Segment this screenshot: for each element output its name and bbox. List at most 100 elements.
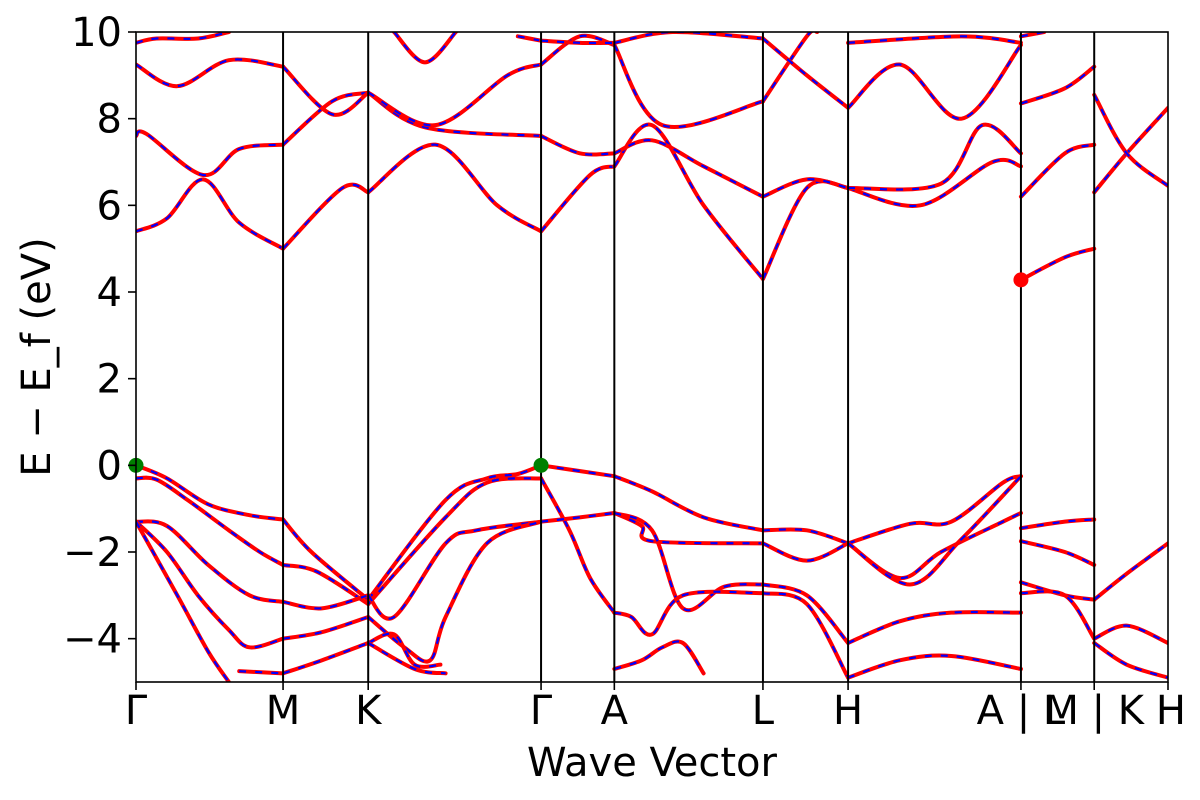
band-line-dashed [540,39,615,45]
band-line-dashed [282,183,369,250]
band-line-dashed [1020,590,1096,640]
band-line [1092,641,1168,680]
y-tick-label: 10 [71,10,122,56]
band-line-dashed [540,165,615,233]
band-line-dashed [367,477,542,605]
band-line-dashed [762,542,849,562]
band-segment [760,32,851,680]
band-line [136,519,286,650]
band-line-dashed [136,178,284,250]
band-line-dashed [1020,518,1095,530]
band-segment [366,32,544,676]
band-line-dashed [614,32,764,44]
band-line-dashed [540,34,615,66]
band-line-dashed [847,610,1021,645]
x-tick-label: M [266,688,301,734]
y-tick-label: 4 [97,270,122,316]
y-axis-ticks: −4 −2 0 2 4 6 8 10 [63,10,136,663]
band-line-dashed [847,512,1022,580]
band-line-dashed [136,521,230,682]
band-line [281,615,371,641]
band-segment [612,32,765,676]
x-tick-label: H [833,688,863,734]
band-line-dashed [367,464,542,601]
band-line-dashed [847,44,1022,120]
band-line [846,122,1023,192]
band-line-dashed [762,592,850,679]
band-line-dashed [1093,542,1168,601]
bands-layer [136,32,1168,682]
band-line [612,511,765,613]
x-tick-label: H [1156,688,1186,734]
band-line-dashed [540,511,615,523]
band-line-dashed [847,475,1022,586]
band-line-dashed [136,130,284,177]
x-tick-label: Γ [125,688,148,734]
band-line-dashed [282,518,369,601]
band-line-dashed [136,520,284,603]
band-line-dashed [613,139,764,198]
band-segment [281,64,371,676]
band-line [392,32,458,65]
band-line-dashed [540,134,615,156]
y-tick-label: 0 [97,443,122,489]
x-tick-label: L [752,688,775,734]
band-line-dashed [136,464,284,521]
band-line-dashed [282,65,369,116]
band-segment [846,34,1023,680]
y-tick-label: 6 [97,183,122,229]
x-tick-label: K [355,688,383,734]
band-line-dashed [540,477,616,614]
band-line-dashed [239,670,284,675]
band-line-dashed [1020,581,1095,601]
y-tick-label: −4 [63,617,122,663]
band-line [366,519,544,621]
band-line-dashed [367,143,542,233]
band-line-dashed [614,590,763,636]
x-tick-label: Γ [530,688,553,734]
band-segment [136,32,286,682]
x-tick-label: M | K [1044,688,1145,734]
cbm-marker [1013,272,1029,288]
band-segment [1092,92,1168,680]
band-line-dashed [136,58,284,88]
band-line-dashed [1020,247,1095,281]
band-line [281,593,371,611]
band-line-dashed [1093,624,1168,645]
band-line-dashed [367,520,542,663]
band-line-dashed [136,476,284,566]
y-axis-label: E − E_f (eV) [14,237,60,476]
band-line-dashed [762,37,849,109]
y-tick-label: 2 [97,357,122,403]
band-line-dashed [1020,540,1095,567]
band-line [281,641,371,676]
band-line [612,43,765,129]
plot-frame [135,31,1169,683]
band-line-dashed [613,640,705,674]
band-line-dashed [847,654,1022,679]
band-line-dashed [1093,94,1168,187]
y-tick-label: −2 [63,530,122,576]
band-line [760,582,851,645]
x-axis-label: Wave Vector [527,740,778,786]
band-line-dashed [848,35,1022,44]
band-line-dashed [847,475,1022,545]
band-line-dashed [367,63,542,127]
band-line-dashed [613,512,763,545]
x-tick-label: A [601,688,629,734]
high-symmetry-lines [282,32,1096,682]
band-line-dashed [762,178,849,198]
y-tick-label: 8 [97,97,122,143]
band-line-dashed [762,32,818,102]
band-line-dashed [613,475,764,532]
band-line-dashed [847,158,1022,208]
x-tick-label: A | L [977,688,1066,734]
band-line [366,631,443,669]
band-line-dashed [282,91,369,146]
band-line-dashed [613,123,764,280]
band-line [1018,64,1097,106]
vbm-marker [533,457,549,473]
band-line-dashed [136,32,230,44]
